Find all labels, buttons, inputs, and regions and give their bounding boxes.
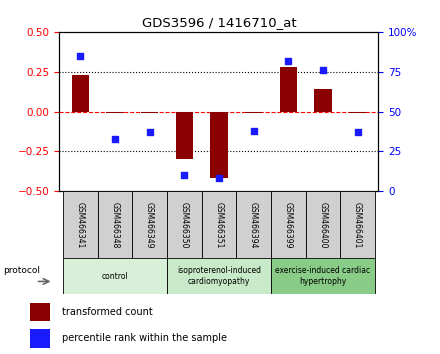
Text: control: control xyxy=(102,272,128,281)
Bar xyxy=(279,67,297,112)
Point xyxy=(111,136,118,142)
Bar xyxy=(306,191,340,258)
Bar xyxy=(202,191,236,258)
Text: transformed count: transformed count xyxy=(62,307,152,317)
Bar xyxy=(271,258,375,294)
Bar xyxy=(141,112,158,113)
Point xyxy=(216,176,223,181)
Text: GSM466341: GSM466341 xyxy=(76,201,85,248)
Bar xyxy=(30,303,50,321)
Bar xyxy=(349,112,366,113)
Point xyxy=(354,129,361,135)
Point xyxy=(250,128,257,133)
Bar xyxy=(167,191,202,258)
Text: percentile rank within the sample: percentile rank within the sample xyxy=(62,333,227,343)
Bar xyxy=(271,191,306,258)
Bar xyxy=(106,112,124,113)
Bar xyxy=(210,112,227,178)
Text: GSM466348: GSM466348 xyxy=(110,201,119,248)
Bar xyxy=(167,258,271,294)
Bar xyxy=(63,258,167,294)
Bar xyxy=(245,112,262,113)
Point xyxy=(181,172,188,178)
Bar xyxy=(236,191,271,258)
Bar xyxy=(132,191,167,258)
Text: protocol: protocol xyxy=(3,266,40,275)
Bar xyxy=(30,329,50,348)
Bar xyxy=(340,191,375,258)
Point xyxy=(319,67,326,73)
Text: GSM466400: GSM466400 xyxy=(319,201,327,248)
Text: exercise-induced cardiac
hypertrophy: exercise-induced cardiac hypertrophy xyxy=(275,267,370,286)
Text: GSM466349: GSM466349 xyxy=(145,201,154,248)
Point xyxy=(285,58,292,63)
Bar xyxy=(176,112,193,159)
Bar xyxy=(63,191,98,258)
Bar xyxy=(314,89,332,112)
Text: isoproterenol-induced
cardiomyopathy: isoproterenol-induced cardiomyopathy xyxy=(177,267,261,286)
Text: GSM466399: GSM466399 xyxy=(284,201,293,248)
Point xyxy=(146,129,153,135)
Bar xyxy=(98,191,132,258)
Point xyxy=(77,53,84,58)
Text: GSM466350: GSM466350 xyxy=(180,201,189,248)
Text: GSM466394: GSM466394 xyxy=(249,201,258,248)
Text: GSM466401: GSM466401 xyxy=(353,201,362,248)
Bar xyxy=(72,75,89,112)
Title: GDS3596 / 1416710_at: GDS3596 / 1416710_at xyxy=(142,16,296,29)
Text: GSM466351: GSM466351 xyxy=(214,201,224,248)
